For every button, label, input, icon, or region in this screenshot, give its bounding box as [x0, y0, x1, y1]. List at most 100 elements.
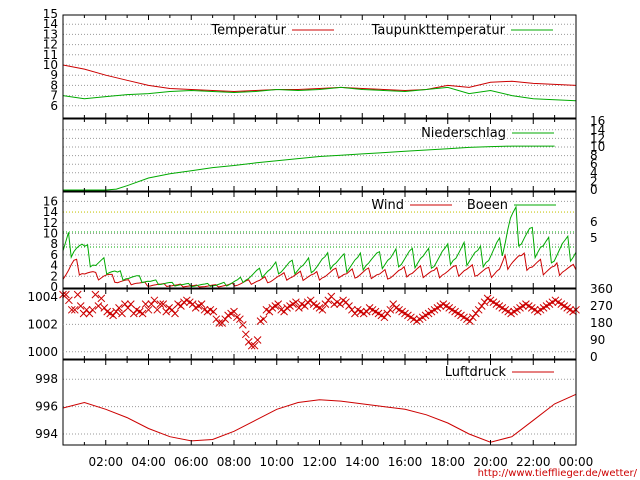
gust-legend-label: Boeen [467, 198, 508, 213]
pressure-y-tick-label: 1004 [27, 290, 58, 304]
direction-point [244, 338, 253, 346]
x-tick-label: 20:00 [473, 455, 508, 469]
wind-y-tick-label: 14 [43, 205, 58, 219]
wind-y-tick-label: 2 [50, 269, 58, 283]
temperature-y-tick-label: 12 [43, 38, 58, 52]
direction-point [218, 319, 227, 327]
x-tick-label: 08:00 [217, 455, 252, 469]
direction-point [115, 304, 123, 312]
direction-point [345, 302, 353, 310]
wind-y-tick-label: 8 [50, 237, 58, 251]
wind-y-tick-label: 4 [50, 259, 58, 273]
x-tick-label: 02:00 [88, 455, 123, 469]
direction-point [138, 309, 147, 318]
pressure-y-tick-label: 994 [35, 427, 58, 441]
direction-point [150, 296, 159, 305]
direction-point [67, 305, 76, 314]
temperature-y-tick-label: 6 [50, 99, 58, 113]
credit-text: http://www.tiefflieger.de/wetter/ [478, 468, 638, 479]
direction-point [209, 307, 218, 316]
beaufort-tick-label: 6 [590, 215, 598, 229]
direction-point [109, 311, 117, 320]
direction-point [230, 307, 238, 316]
direction-point [241, 330, 250, 339]
direction-point [112, 307, 120, 316]
gust-series-line [62, 205, 577, 288]
direction-point [259, 315, 268, 324]
precipitation-y-tick-label: 12 [590, 131, 605, 145]
x-tick-label: 00:00 [559, 455, 594, 469]
direction-y-tick-label: 360 [590, 282, 613, 296]
direction-y-tick-label: 0 [590, 350, 598, 364]
precipitation-y-tick-label: 14 [590, 123, 605, 137]
direction-y-tick-label: 270 [590, 299, 613, 313]
direction-point [76, 302, 85, 310]
precipitation-y-tick-label: 6 [590, 157, 598, 171]
direction-point [480, 298, 489, 307]
direction-point [318, 305, 327, 314]
pressure-y-tick-label: 998 [35, 372, 58, 386]
direction-point [62, 290, 70, 299]
direction-point [197, 300, 206, 308]
direction-point [253, 336, 262, 344]
wind-legend-label: Wind [371, 198, 404, 213]
direction-point [144, 305, 153, 314]
direction-point [212, 315, 221, 324]
direction-point [250, 341, 259, 350]
direction-point [386, 305, 395, 314]
direction-point [342, 298, 350, 307]
direction-point [474, 305, 483, 314]
precipitation-y-tick-label: 16 [590, 114, 605, 128]
temperature-series-line [62, 64, 577, 93]
direction-point [159, 300, 168, 308]
x-tick-label: 22:00 [516, 455, 551, 469]
precipitation-series-line [63, 145, 555, 191]
pressure-legend-label: Luftdruck [445, 365, 507, 380]
x-tick-label: 10:00 [259, 455, 294, 469]
direction-point [471, 309, 480, 318]
x-tick-label: 18:00 [430, 455, 465, 469]
x-tick-label: 14:00 [345, 455, 380, 469]
direction-point [129, 309, 138, 318]
temperature-y-tick-label: 11 [43, 48, 58, 62]
pressure-y-tick-label: 1000 [27, 345, 58, 359]
temperature-y-tick-label: 9 [50, 68, 58, 82]
direction-point [468, 313, 477, 322]
temperature-y-tick-label: 13 [43, 27, 58, 41]
direction-point [215, 319, 224, 327]
direction-point [73, 290, 82, 299]
direction-point [324, 296, 333, 305]
wind-y-tick-label: 6 [50, 248, 58, 262]
dewpoint-series-line [62, 86, 577, 102]
direction-point [65, 296, 73, 305]
direction-point [274, 300, 283, 308]
x-tick-label: 06:00 [174, 455, 209, 469]
precipitation-y-tick-label: 4 [590, 166, 598, 180]
precipitation-y-tick-label: 2 [590, 174, 598, 188]
x-tick-label: 12:00 [302, 455, 337, 469]
direction-point [380, 313, 389, 322]
precipitation-y-tick-label: 0 [590, 183, 598, 197]
direction-point [351, 309, 359, 318]
dewpoint-legend-label: Taupunkttemperatur [371, 23, 506, 38]
direction-y-tick-label: 180 [590, 316, 613, 330]
temperature-y-tick-label: 8 [50, 78, 58, 92]
direction-point [295, 304, 303, 312]
direction-panel-frame [62, 288, 577, 360]
direction-point [97, 294, 106, 303]
wind-y-tick-label: 0 [50, 280, 58, 294]
direction-point [91, 290, 100, 299]
pressure-series-line [62, 393, 577, 443]
wind-series-line [62, 252, 577, 288]
temperature-y-tick-label: 14 [43, 17, 58, 31]
wind-y-tick-label: 16 [43, 194, 58, 208]
direction-point [88, 305, 97, 314]
direction-point [94, 302, 103, 310]
direction-point [141, 300, 150, 308]
direction-point [156, 300, 165, 308]
direction-point [362, 307, 371, 316]
precipitation-legend-label: Niederschlag [421, 126, 506, 141]
direction-point [292, 298, 300, 307]
precipitation-y-tick-label: 8 [590, 149, 598, 163]
temperature-y-tick-label: 7 [50, 89, 58, 103]
